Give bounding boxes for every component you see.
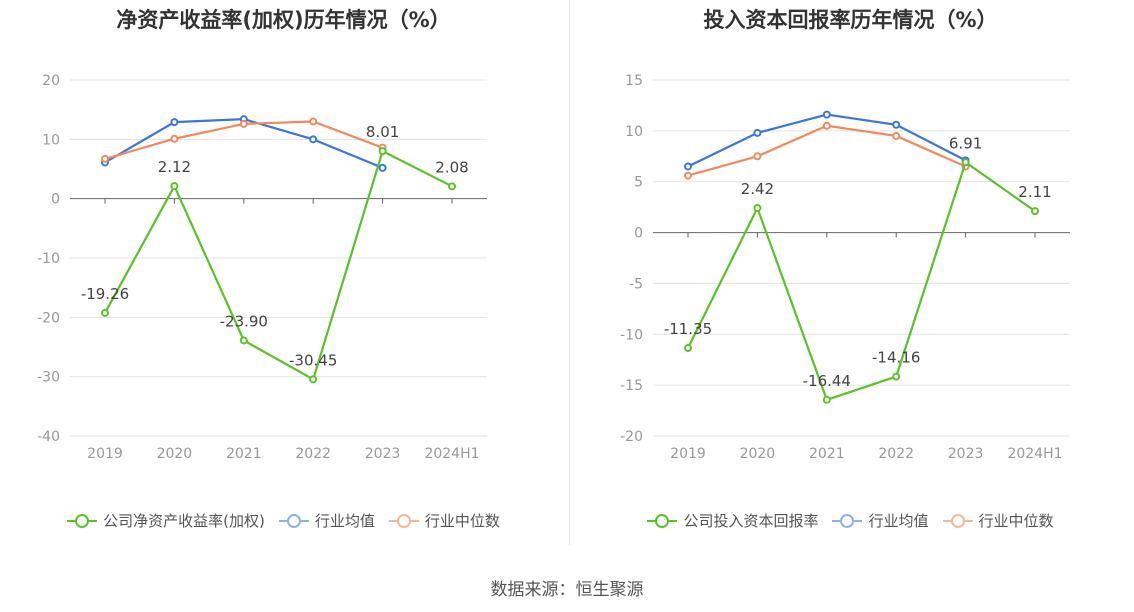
roe-data-label: -23.90 (220, 312, 268, 330)
data-source-note: 数据来源：恒生聚源 (490, 580, 644, 600)
roic-data-label: -16.44 (803, 372, 851, 390)
roe-chart-legend: 公司净资产收益率(加权) 行业均值 行业中位数 (0, 510, 567, 531)
roic-series-1-point[interactable] (892, 120, 901, 129)
panel-divider (569, 0, 570, 545)
y-tick-label: -15 (620, 378, 643, 394)
y-tick-label: 0 (51, 192, 60, 208)
x-tick-label: 2022 (295, 446, 331, 462)
y-tick-label: -40 (37, 429, 60, 445)
x-tick-label: 2024H1 (424, 446, 479, 462)
legend-label: 公司净资产收益率(加权) (103, 512, 265, 530)
roe-series-2-point[interactable] (170, 134, 179, 143)
roe-legend-item-2[interactable]: 行业中位数 (388, 510, 500, 531)
y-tick-label: -5 (629, 276, 643, 292)
legend-label: 行业均值 (314, 512, 375, 530)
roe-data-label: 2.12 (158, 158, 191, 176)
legend-marker-icon (647, 513, 678, 529)
roic-data-label: -11.35 (664, 320, 712, 338)
roe-chart-plot: 20 10 0 -10 -20 -30 -40 2019 2020 2021 2022 2023 202… (37, 73, 487, 462)
roic-series-1-point[interactable] (684, 162, 692, 171)
legend-marker-icon (942, 513, 973, 529)
roic-series-2-point[interactable] (753, 152, 762, 161)
y-tick-label: -10 (37, 251, 60, 267)
roic-series-2-point[interactable] (892, 131, 901, 140)
y-tick-label: -30 (37, 370, 60, 386)
x-tick-label: 2019 (87, 446, 123, 462)
roic-data-label: 6.91 (949, 134, 982, 152)
roic-legend-item-1[interactable]: 行业均值 (832, 510, 929, 531)
roe-series-line-0 (104, 150, 453, 381)
legend-marker-icon (388, 513, 419, 529)
x-tick-label: 2022 (878, 446, 914, 462)
x-tick-label: 2021 (809, 446, 845, 462)
roic-data-label: -14.16 (872, 349, 920, 367)
roe-data-label: -19.26 (81, 285, 129, 303)
roic-chart-plot: 15 10 5 0 -5 -10 -15 -20 2019 2020 2021 2022 2023 202… (620, 73, 1070, 462)
x-tick-label: 2024H1 (1007, 446, 1062, 462)
roic-data-label: 2.42 (741, 180, 774, 198)
y-tick-label: 10 (625, 124, 643, 140)
roic-chart-panel: 投入资本回报率历年情况（%） 15 10 5 0 -5 -10 -15 -20 2019 2020… (567, 0, 1134, 545)
roe-series-1-point[interactable] (378, 163, 387, 172)
y-tick-label: 20 (42, 73, 60, 89)
roic-series-0-point[interactable] (684, 344, 692, 353)
legend-marker-icon (67, 513, 98, 529)
roic-series-2-point[interactable] (684, 171, 692, 180)
legend-label: 行业中位数 (424, 512, 500, 530)
roic-series-0-point[interactable] (892, 372, 901, 381)
roic-series-0-point[interactable] (961, 158, 970, 167)
roe-data-label: 8.01 (366, 123, 399, 141)
y-tick-label: 0 (634, 226, 643, 242)
roic-series-0-point[interactable] (822, 395, 831, 404)
y-tick-label: -10 (620, 327, 643, 343)
roe-series-2-point[interactable] (309, 117, 318, 126)
roe-series-0-point[interactable] (239, 336, 248, 345)
y-tick-label: 10 (42, 132, 60, 148)
roe-legend-item-0[interactable]: 公司净资产收益率(加权) (67, 510, 265, 531)
y-tick-label: 5 (634, 175, 643, 191)
y-tick-label: -20 (620, 429, 643, 445)
roe-series-2-point[interactable] (239, 119, 248, 128)
x-tick-label: 2023 (365, 446, 401, 462)
roe-legend-item-1[interactable]: 行业均值 (278, 510, 375, 531)
roe-series-0-point[interactable] (101, 308, 109, 317)
roic-series-2-point[interactable] (822, 121, 831, 130)
legend-label: 公司投入资本回报率 (683, 512, 819, 530)
roic-series-0-point[interactable] (753, 203, 762, 212)
roe-series-0-point[interactable] (378, 147, 387, 156)
y-tick-label: 15 (625, 73, 643, 89)
x-tick-label: 2020 (740, 446, 776, 462)
roic-chart-title: 投入资本回报率历年情况（%） (703, 8, 998, 32)
roic-series-line-2 (687, 124, 967, 177)
roic-data-label: 2.11 (1018, 183, 1051, 201)
roic-legend-item-2[interactable]: 行业中位数 (942, 510, 1054, 531)
roe-series-0-point[interactable] (448, 182, 456, 191)
roe-chart-title: 净资产收益率(加权)历年情况（%） (116, 8, 451, 32)
roe-series-1-point[interactable] (309, 135, 318, 144)
x-tick-label: 2020 (157, 446, 193, 462)
y-tick-label: -20 (37, 310, 60, 326)
legend-marker-icon (278, 513, 309, 529)
legend-label: 行业均值 (868, 512, 929, 530)
roic-chart-legend: 公司投入资本回报率 行业均值 行业中位数 (567, 510, 1134, 531)
roe-data-label: -30.45 (289, 351, 337, 369)
legend-label: 行业中位数 (978, 512, 1054, 530)
x-tick-label: 2021 (226, 446, 262, 462)
roic-series-1-point[interactable] (753, 128, 762, 137)
x-tick-label: 2019 (670, 446, 706, 462)
x-tick-label: 2023 (948, 446, 984, 462)
roe-chart-panel: 净资产收益率(加权)历年情况（%） 20 10 0 -10 -20 -30 -40 2019 2… (0, 0, 567, 545)
roe-series-2-point[interactable] (101, 154, 109, 163)
roe-data-label: 2.08 (435, 158, 468, 176)
roic-legend-item-0[interactable]: 公司投入资本回报率 (647, 510, 818, 531)
roic-series-line-0 (687, 161, 1036, 401)
roe-series-0-point[interactable] (170, 182, 179, 191)
roic-series-0-point[interactable] (1031, 207, 1039, 216)
legend-marker-icon (832, 513, 863, 529)
roe-series-1-point[interactable] (170, 118, 179, 127)
roic-series-1-point[interactable] (822, 110, 831, 119)
roe-series-0-point[interactable] (309, 375, 318, 384)
